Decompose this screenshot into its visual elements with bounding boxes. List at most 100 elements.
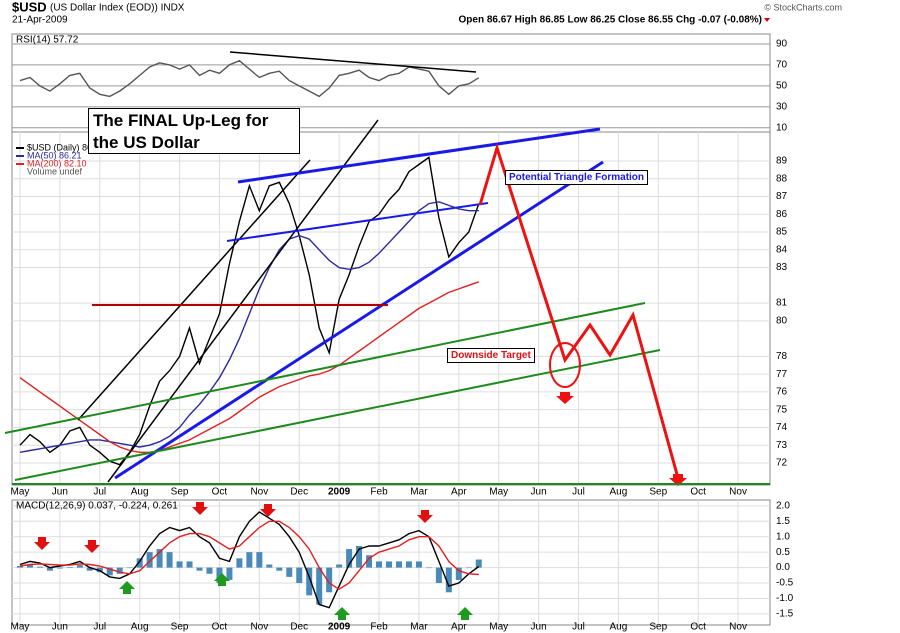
x-tick-label: Oct [690,487,706,498]
y-tick-label: -1.5 [776,609,794,620]
y-tick-label: 81 [776,298,788,309]
y-tick-label: 73 [776,440,788,451]
histogram-bar [405,561,412,568]
histogram-bar [415,561,422,568]
signal-arrow [214,573,230,586]
x-tick-label: May [11,487,30,498]
quote: Open 86.67 High 86.85 Low 86.25 Close 86… [459,15,762,26]
histogram-bar [465,567,472,569]
symbol-desc: (US Dollar Index (EOD)) INDX [50,3,185,14]
signal-arrow [260,504,276,517]
histogram-bar [346,549,353,568]
x-tick-label: Nov [250,622,268,633]
trend-line [77,159,311,421]
x-tick-label: Feb [370,487,388,498]
target-circle [549,342,581,388]
histogram-bar [276,567,283,571]
x-tick-label: Aug [610,487,628,498]
series-line [19,59,480,98]
y-tick-label: 86 [776,209,788,220]
histogram-bar [336,564,343,568]
x-tick-label: Jul [93,622,106,633]
y-tick-label: 83 [776,262,788,273]
y-tick-label: 70 [776,60,788,71]
x-tick-label: Sep [649,487,667,498]
credit: © StockCharts.com [764,2,842,12]
signal-arrow [119,581,135,594]
arrow [669,474,687,486]
x-tick-label: May [489,622,508,633]
histogram-bar [146,552,153,568]
date: 21-Apr-2009 [12,15,68,26]
x-tick-label: Sep [171,487,189,498]
histogram-bar [16,566,23,568]
x-tick-label: Jun [52,487,68,498]
y-tick-label: 50 [776,81,788,92]
histogram-bar [366,555,373,568]
series-line [19,281,480,453]
y-tick-label: 30 [776,101,788,112]
signal-arrow [192,502,208,515]
series-line [19,520,479,591]
histogram-bar [216,567,223,584]
histogram-bar [46,567,53,571]
x-tick-label: Nov [729,622,747,633]
annotation-box: The FINAL Up-Leg for the US Dollar [88,108,300,154]
panel: May Jun Jul Aug Sep Oct Nov Dec 2009 Feb Mar Apr May… [11,499,794,633]
y-tick-label: 1.0 [776,531,790,542]
x-tick-label: Apr [451,622,467,633]
y-tick-label: 2.0 [776,501,790,512]
panel: May Jun Jul Aug Sep Oct Nov Dec 2009 Feb Mar Apr May… [11,131,788,498]
legend-label: $USD (Daily) 86.55 [27,142,105,152]
legend-label: Volume undef [27,166,83,176]
series-line [19,201,479,453]
trend-line [226,202,489,242]
legend-label: MA(200) 82.10 [27,158,87,168]
histogram-bar [356,545,363,568]
arrow [556,392,574,404]
histogram-bar [395,561,402,568]
histogram-bar [106,567,113,576]
y-tick-label: 87 [776,191,788,202]
annotations [4,51,770,620]
histogram-bar [435,567,442,584]
y-tick-label: 85 [776,227,788,238]
y-tick-label: 76 [776,387,788,398]
y-tick-label: 90 [776,39,788,50]
annotation-box: Potential Triangle Formation [505,170,649,185]
histogram-bar [156,549,163,568]
histogram-bar [296,567,303,584]
y-tick-label: 89 [776,156,788,167]
y-tick-label: 74 [776,422,788,433]
x-tick-label: Oct [212,487,228,498]
annotation-box: Downside Target [447,348,535,363]
y-tick-label: 0.5 [776,547,790,558]
y-tick-label: 10 [776,122,788,133]
y-tick-label: 1.5 [776,516,790,527]
histogram-bar [196,567,203,571]
histogram-bar [126,567,133,569]
histogram-bar [76,565,83,568]
series-line [19,156,480,466]
histogram-bar [326,567,333,593]
x-tick-label: Jun [52,622,68,633]
plot-area [11,131,771,486]
histogram-bar [96,567,103,573]
x-tick-label: Nov [250,487,268,498]
trend-line [4,302,646,434]
x-tick-label: Nov [729,487,747,498]
series-line [19,511,480,609]
x-tick-label: Oct [690,622,706,633]
x-tick-label: Feb [370,622,388,633]
x-tick-label: Apr [451,487,467,498]
histogram-bar [226,567,233,580]
histogram-bar [246,552,253,568]
histogram-bar [236,558,243,568]
x-tick-label: 2009 [328,487,351,498]
histogram-bar [136,558,143,568]
y-tick-label: 84 [776,244,788,255]
symbol: $USD [12,0,47,14]
signal-arrow [417,510,433,523]
histogram-bar [316,567,323,605]
signal-arrow [334,607,350,620]
